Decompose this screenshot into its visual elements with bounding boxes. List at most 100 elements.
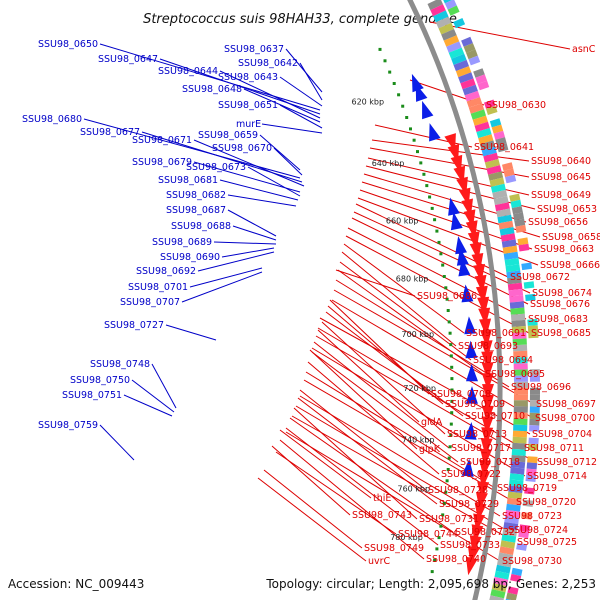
- feature-block: [526, 462, 538, 470]
- leader-line: [151, 363, 177, 409]
- feature-block: [453, 18, 466, 29]
- feature-block: [511, 206, 523, 215]
- feature-block: [504, 258, 520, 267]
- gene-label-right: SSU98_0709: [445, 399, 505, 410]
- feature-block: [528, 437, 539, 445]
- gene-arrow: [479, 459, 492, 478]
- gene-label-left: SSU98_0690: [160, 252, 220, 263]
- kbp-tick-label: 740 kbp: [402, 435, 435, 444]
- leader-line: [259, 134, 301, 171]
- gene-label-left: SSU98_0759: [38, 420, 98, 431]
- gene-label-right: SSU98_0685: [531, 328, 591, 339]
- feature-block: [491, 124, 504, 134]
- gene-arrow: [429, 123, 441, 142]
- feature-block: [490, 183, 506, 193]
- gene-arrow: [478, 307, 491, 326]
- kbp-tick-label: 620 kbp: [351, 98, 384, 107]
- feature-block: [455, 66, 472, 78]
- feature-block: [519, 524, 530, 533]
- feature-block: [511, 448, 526, 456]
- gene-label-right: SSU98_0649: [531, 190, 591, 201]
- tick-dot: [409, 127, 412, 131]
- gene-label-left: SSU98_0692: [136, 266, 196, 277]
- feature-block: [510, 574, 522, 583]
- kbp-tick-label: 720 kbp: [403, 384, 436, 393]
- feature-block: [512, 436, 527, 444]
- feature-block: [518, 530, 530, 539]
- feature-block: [495, 564, 511, 574]
- gene-arrow: [464, 422, 477, 440]
- gene-arrow: [481, 351, 494, 370]
- feature-block: [506, 497, 522, 506]
- tick-dot: [450, 365, 454, 369]
- gene-label-left: SSU98_0751: [62, 390, 122, 401]
- gene-label-left: SSU98_0650: [38, 39, 98, 50]
- genome-backbone: [407, 0, 503, 600]
- leader-line: [374, 124, 473, 148]
- gene-label-left: SSU98_0673: [186, 162, 246, 173]
- tick-dot: [446, 468, 450, 471]
- feature-block: [513, 406, 528, 413]
- kbp-tick-label: 660 kbp: [386, 217, 419, 226]
- tick-dot: [430, 570, 434, 574]
- gene-arrow: [475, 285, 488, 305]
- feature-block: [507, 491, 523, 500]
- feature-block: [511, 319, 526, 327]
- feature-block: [513, 350, 528, 358]
- feature-block: [448, 47, 465, 59]
- leader-line: [279, 76, 323, 107]
- leader-line: [313, 341, 450, 449]
- tick-dot: [450, 411, 454, 415]
- gene-label-right: SSU98_0645: [531, 172, 591, 183]
- gene-label-left: SSU98_0689: [152, 237, 212, 248]
- tick-dot: [378, 47, 382, 51]
- gene-label-right: SSU98_0711: [524, 443, 584, 454]
- gene-label-left: SSU98_0659: [198, 130, 258, 141]
- feature-block: [462, 84, 478, 96]
- feature-block: [510, 307, 525, 315]
- feature-block: [473, 68, 485, 78]
- leader-line: [227, 194, 297, 207]
- feature-block: [458, 72, 474, 84]
- feature-block: [507, 586, 519, 595]
- gene-label-left: SSU98_0679: [132, 157, 192, 168]
- gene-arrow: [481, 427, 494, 446]
- tick-dot: [439, 252, 443, 256]
- gene-label-right: SSU98_0731: [419, 514, 479, 525]
- gene-feature-bands: [427, 0, 540, 600]
- tick-dot: [447, 320, 451, 324]
- feature-block: [517, 237, 529, 246]
- feature-block: [515, 224, 527, 233]
- leader-line: [337, 269, 484, 375]
- tick-dot: [392, 82, 396, 85]
- feature-block: [500, 540, 516, 549]
- gene-arrow: [480, 448, 492, 467]
- tick-dot: [425, 184, 429, 188]
- feature-block: [497, 558, 512, 568]
- gene-label-right: SSU98_0693: [458, 341, 518, 352]
- gene-label-right: SSU98_0743: [352, 510, 412, 521]
- tick-dot: [419, 161, 423, 165]
- feature-block: [511, 455, 526, 463]
- feature-block: [489, 118, 502, 128]
- feature-block: [484, 99, 496, 109]
- leader-line: [247, 166, 301, 197]
- feature-block: [513, 418, 528, 426]
- feature-block: [477, 80, 490, 91]
- gene-arrow: [477, 481, 490, 500]
- leader-line: [232, 225, 277, 241]
- topology-text: Topology: circular; Length: 2,095,698 bp…: [265, 577, 596, 591]
- feature-block: [525, 293, 536, 302]
- leader-line: [131, 379, 175, 413]
- leader-line: [351, 217, 529, 305]
- gene-label-left: SSU98_0670: [212, 143, 272, 154]
- tick-dot: [405, 116, 409, 119]
- leader-line: [83, 118, 301, 179]
- gene-label-left: SSU98_0680: [22, 114, 82, 125]
- feature-block: [446, 41, 462, 53]
- feature-block: [444, 0, 457, 10]
- kbp-scale: 620 kbp 640 kbp 660 kbp 680 kbp 700 kbp 720 k…: [351, 47, 454, 574]
- leader-line: [429, 21, 571, 50]
- gene-label-right: SSU98_0686: [417, 291, 477, 302]
